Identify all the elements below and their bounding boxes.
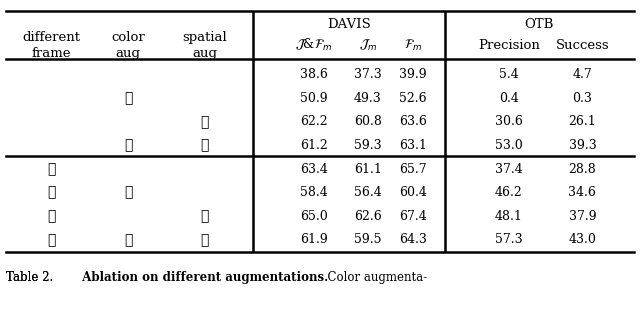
- Text: ✓: ✓: [200, 209, 209, 223]
- Text: 63.6: 63.6: [399, 115, 427, 128]
- Text: 4.7: 4.7: [573, 68, 592, 81]
- Text: 49.3: 49.3: [354, 92, 382, 105]
- Text: spatial
aug: spatial aug: [182, 31, 227, 60]
- Text: 57.3: 57.3: [495, 233, 523, 246]
- Text: Success: Success: [556, 39, 609, 52]
- Text: ✓: ✓: [47, 162, 56, 176]
- Text: 61.9: 61.9: [300, 233, 328, 246]
- Text: $\mathcal{F}_m$: $\mathcal{F}_m$: [404, 38, 422, 53]
- Text: Table 2.: Table 2.: [6, 271, 61, 283]
- Text: 60.8: 60.8: [354, 115, 382, 128]
- Text: ✓: ✓: [124, 91, 132, 105]
- Text: 0.4: 0.4: [499, 92, 519, 105]
- Text: ✓: ✓: [47, 233, 56, 247]
- Text: 50.9: 50.9: [300, 92, 328, 105]
- Text: 46.2: 46.2: [495, 186, 523, 199]
- Text: 65.0: 65.0: [300, 210, 328, 223]
- Text: 60.4: 60.4: [399, 186, 427, 199]
- Text: ✓: ✓: [200, 233, 209, 247]
- Text: ✓: ✓: [47, 185, 56, 200]
- Text: 64.3: 64.3: [399, 233, 427, 246]
- Text: 58.4: 58.4: [300, 186, 328, 199]
- Text: Table 2.: Table 2.: [6, 271, 54, 283]
- Text: 65.7: 65.7: [399, 162, 427, 176]
- Text: 30.6: 30.6: [495, 115, 523, 128]
- Text: 53.0: 53.0: [495, 139, 523, 152]
- Text: 37.4: 37.4: [495, 162, 523, 176]
- Text: Color augmenta-: Color augmenta-: [320, 271, 427, 283]
- Text: 63.1: 63.1: [399, 139, 427, 152]
- Text: 59.5: 59.5: [355, 233, 381, 246]
- Text: 39.3: 39.3: [568, 139, 596, 152]
- Text: 34.6: 34.6: [568, 186, 596, 199]
- Text: 67.4: 67.4: [399, 210, 427, 223]
- Text: 62.2: 62.2: [300, 115, 328, 128]
- Text: 37.9: 37.9: [568, 210, 596, 223]
- Text: 39.9: 39.9: [399, 68, 427, 81]
- Text: 59.3: 59.3: [354, 139, 382, 152]
- Text: 26.1: 26.1: [568, 115, 596, 128]
- Text: different
frame: different frame: [22, 31, 80, 60]
- Text: Precision: Precision: [478, 39, 540, 52]
- Text: Ablation on different augmentations.: Ablation on different augmentations.: [74, 271, 328, 283]
- Text: 56.4: 56.4: [354, 186, 382, 199]
- Text: ✓: ✓: [124, 139, 132, 152]
- Text: 43.0: 43.0: [568, 233, 596, 246]
- Text: $\mathcal{J}$&$\mathcal{F}_m$: $\mathcal{J}$&$\mathcal{F}_m$: [295, 37, 332, 53]
- Text: 28.8: 28.8: [568, 162, 596, 176]
- Text: 38.6: 38.6: [300, 68, 328, 81]
- Text: 0.3: 0.3: [572, 92, 593, 105]
- Text: ✓: ✓: [124, 233, 132, 247]
- Text: ✓: ✓: [200, 139, 209, 152]
- Text: 61.1: 61.1: [354, 162, 382, 176]
- Text: 5.4: 5.4: [499, 68, 518, 81]
- Text: 62.6: 62.6: [354, 210, 382, 223]
- Text: 48.1: 48.1: [495, 210, 523, 223]
- Text: DAVIS: DAVIS: [327, 17, 371, 31]
- Text: OTB: OTB: [525, 17, 554, 31]
- Text: color
aug: color aug: [111, 31, 145, 60]
- Text: 63.4: 63.4: [300, 162, 328, 176]
- Text: ✓: ✓: [124, 185, 132, 200]
- Text: $\mathcal{J}_m$: $\mathcal{J}_m$: [359, 38, 377, 53]
- Text: 52.6: 52.6: [399, 92, 427, 105]
- Text: ✓: ✓: [47, 209, 56, 223]
- Text: 37.3: 37.3: [354, 68, 382, 81]
- Text: 61.2: 61.2: [300, 139, 328, 152]
- Text: ✓: ✓: [200, 115, 209, 129]
